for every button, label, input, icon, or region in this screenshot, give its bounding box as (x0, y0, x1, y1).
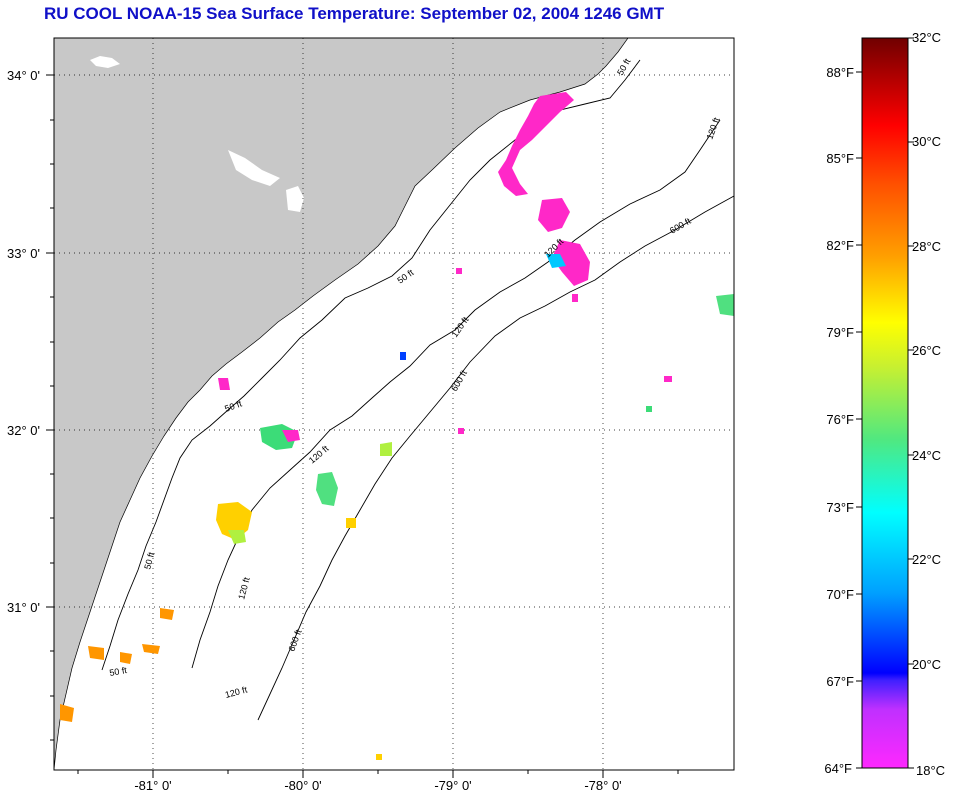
sst-patch (60, 704, 74, 722)
sst-patch (716, 294, 734, 316)
fahrenheit-label: 67°F (826, 674, 854, 689)
map-title: RU COOL NOAA-15 Sea Surface Temperature:… (44, 4, 665, 23)
fahrenheit-label: 85°F (826, 151, 854, 166)
sst-patch (458, 428, 464, 434)
sst-patch (142, 644, 160, 654)
inland-water (90, 56, 120, 68)
sst-patch (646, 406, 652, 412)
lon-label: -79° 0' (434, 778, 471, 793)
celsius-label: 18°C (916, 763, 945, 778)
lon-label: -78° 0' (584, 778, 621, 793)
celsius-label: 22°C (912, 552, 941, 567)
celsius-label: 32°C (912, 30, 941, 45)
lat-ticks (46, 74, 54, 741)
fahrenheit-label: 82°F (826, 238, 854, 253)
sst-patch (88, 646, 104, 660)
sst-patch (346, 518, 356, 528)
celsius-label: 24°C (912, 448, 941, 463)
celsius-label: 20°C (912, 657, 941, 672)
lon-label: -80° 0' (284, 778, 321, 793)
sst-patch (228, 530, 246, 544)
sst-patch (552, 240, 590, 286)
inland-water (228, 150, 280, 186)
contour-600ft (257, 195, 734, 721)
lon-ticks (77, 770, 679, 778)
sst-patch (664, 376, 672, 382)
contour-120ft (191, 119, 721, 669)
sst-patch (572, 294, 578, 302)
celsius-label: 26°C (912, 343, 941, 358)
fahrenheit-label: 88°F (826, 65, 854, 80)
sst-patch (498, 92, 574, 196)
map-frame (53, 37, 735, 771)
contour-label: 50 ft (142, 551, 156, 571)
fahrenheit-label: 64°F (824, 761, 852, 776)
celsius-label: 30°C (912, 134, 941, 149)
sst-patch (546, 254, 566, 268)
land-mass (54, 38, 629, 770)
sst-patch (120, 652, 132, 664)
lat-label: 32° 0' (7, 423, 40, 438)
colorbar-gradient (861, 37, 909, 769)
lat-label: 33° 0' (7, 246, 40, 261)
sst-patch (376, 754, 382, 760)
colorbar-ticks (856, 37, 914, 769)
lon-label: -81° 0' (134, 778, 171, 793)
fahrenheit-label: 76°F (826, 412, 854, 427)
sst-patch (218, 378, 230, 390)
sst-patch (160, 608, 174, 620)
sst-patch (316, 472, 338, 506)
sst-data (60, 92, 734, 760)
sst-patch (400, 352, 406, 360)
map-area: 50 ft 50 ft 50 ft 50 ft 50 ft 120 ft 120… (54, 38, 734, 770)
lat-label: 34° 0' (7, 68, 40, 83)
sst-patch (456, 268, 462, 274)
sst-patch (282, 430, 300, 442)
graticule (54, 38, 734, 770)
fahrenheit-label: 70°F (826, 587, 854, 602)
contour-label: 50 ft (109, 665, 128, 678)
sst-patch (538, 198, 570, 232)
lat-label: 31° 0' (7, 600, 40, 615)
fahrenheit-label: 79°F (826, 325, 854, 340)
colorbar: 88°F 85°F 82°F 79°F 76°F 73°F 70°F 67°F … (824, 30, 945, 778)
fahrenheit-label: 73°F (826, 500, 854, 515)
sst-patch (380, 442, 392, 456)
celsius-label: 28°C (912, 239, 941, 254)
inland-water (286, 186, 304, 212)
